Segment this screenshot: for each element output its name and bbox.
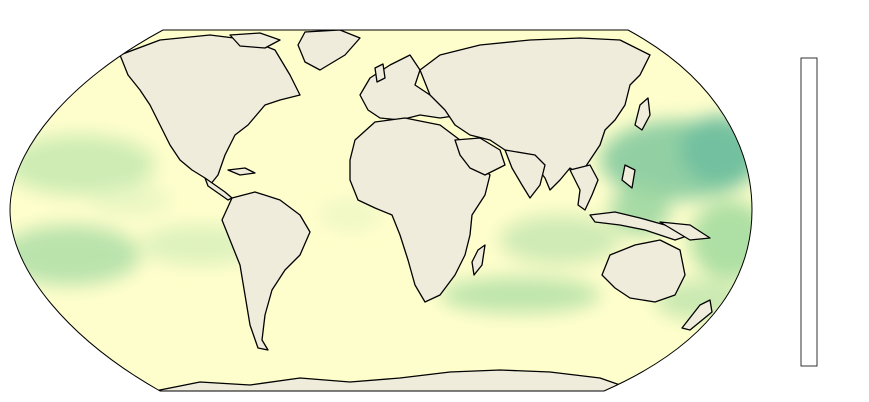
antarctica — [149, 369, 641, 391]
new-zealand — [681, 299, 713, 331]
british-isles — [374, 63, 386, 83]
land-masses — [119, 30, 713, 391]
new-guinea — [659, 221, 711, 241]
ssh-field — [10, 115, 752, 320]
philippines — [621, 164, 636, 189]
colorbar-gradient — [800, 57, 818, 367]
south-america — [221, 191, 311, 351]
arabian-peninsula — [454, 137, 506, 176]
arctic-islands — [229, 32, 281, 49]
caribbean-islands — [227, 167, 256, 176]
southeast-asia — [569, 164, 599, 211]
australia — [601, 239, 686, 303]
indonesia — [589, 211, 691, 241]
map-boundary — [9, 29, 753, 392]
india — [504, 149, 546, 199]
world-map — [9, 29, 753, 392]
japan — [634, 97, 651, 131]
madagascar — [471, 244, 486, 276]
colorbar — [800, 57, 818, 367]
greenland — [297, 30, 361, 71]
central-america — [204, 177, 233, 201]
africa — [349, 117, 491, 303]
